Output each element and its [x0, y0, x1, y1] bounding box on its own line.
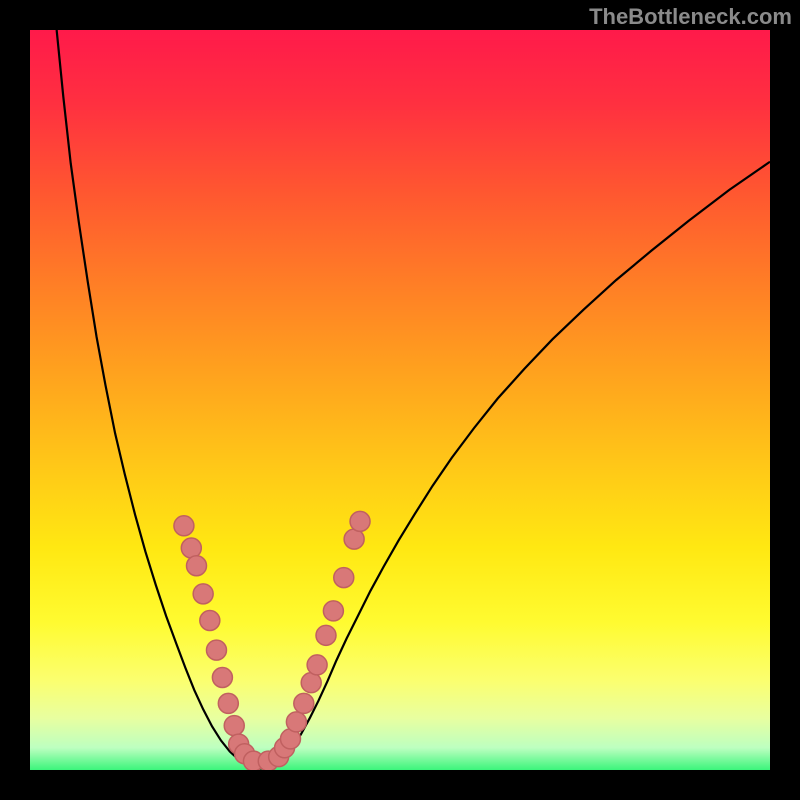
- data-markers: [174, 511, 370, 770]
- data-marker: [174, 516, 194, 536]
- data-marker: [206, 640, 226, 660]
- data-marker: [187, 556, 207, 576]
- chart-container: TheBottleneck.com: [0, 0, 800, 800]
- data-marker: [323, 601, 343, 621]
- data-marker: [218, 693, 238, 713]
- data-marker: [344, 529, 364, 549]
- data-marker: [212, 668, 232, 688]
- data-marker: [307, 655, 327, 675]
- data-marker: [294, 693, 314, 713]
- curve-overlay: [30, 30, 770, 770]
- plot-area: [30, 30, 770, 770]
- watermark-text: TheBottleneck.com: [589, 4, 792, 30]
- data-marker: [200, 611, 220, 631]
- data-marker: [181, 538, 201, 558]
- data-marker: [316, 625, 336, 645]
- data-marker: [301, 673, 321, 693]
- data-marker: [334, 568, 354, 588]
- bottleneck-curve: [57, 30, 770, 769]
- data-marker: [193, 584, 213, 604]
- data-marker: [286, 712, 306, 732]
- data-marker: [350, 511, 370, 531]
- data-marker: [224, 716, 244, 736]
